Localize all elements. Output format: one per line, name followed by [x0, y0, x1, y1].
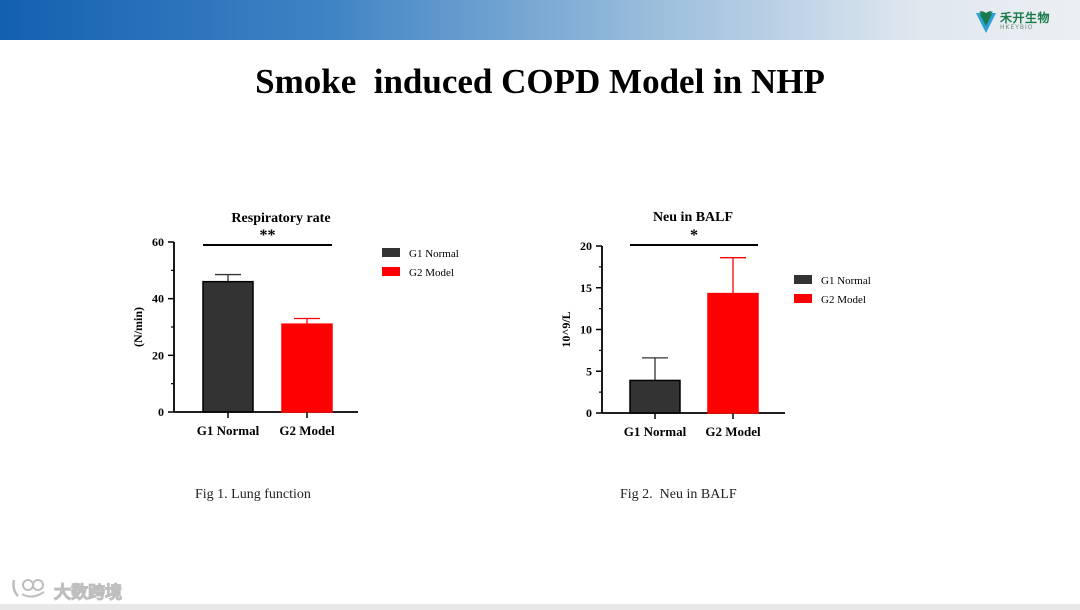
y-tick-label: 10 [580, 323, 592, 337]
watermark: 大数跨境 [10, 576, 150, 604]
significance-label: * [690, 227, 698, 244]
y-tick-label: 0 [158, 405, 164, 419]
bar-1 [202, 280, 254, 413]
chart-respiratory-rate-svg: Respiratory rate 0 20 40 60 (N/min) G1 Normal G… [131, 211, 459, 438]
chart-title: Neu in BALF [653, 210, 733, 225]
y-axis-label: 10^9/L [559, 311, 573, 347]
chart-title: Respiratory rate [231, 211, 330, 226]
company-logo: 禾开生物 HKEYBIO [974, 9, 1054, 35]
logo-text: 禾开生物 [1000, 11, 1051, 25]
watermark-text: 大数跨境 [54, 583, 123, 604]
y-axis-label: (N/min) [131, 307, 145, 347]
legend-swatch-1 [382, 248, 400, 257]
legend-swatch-2 [382, 267, 400, 276]
chart-neu-in-balf: Neu in BALF 0 5 10 15 20 10^9/L G1 Normal G2 Mod… [545, 195, 925, 455]
legend-label-2: G2 Model [409, 267, 454, 279]
bottom-strip [0, 604, 1080, 610]
x-tick-label: G2 Model [279, 423, 335, 438]
bar-2 [707, 292, 759, 414]
x-tick-label: G2 Model [705, 424, 761, 439]
caption-fig2: Fig 2. Neu in BALF [620, 487, 737, 502]
legend-swatch-2 [794, 294, 812, 303]
bar-1 [629, 379, 681, 414]
legend-swatch-1 [794, 275, 812, 284]
watermark-logo-icon [12, 579, 45, 598]
caption-fig1: Fig 1. Lung function [195, 487, 311, 502]
header-bar [0, 0, 1080, 40]
y-tick-label: 60 [152, 235, 164, 249]
slide-title: Smoke induced COPD Model in NHP [255, 62, 825, 101]
y-tick-label: 40 [152, 292, 164, 306]
x-tick-label: G1 Normal [197, 423, 260, 438]
chart-neu-in-balf-svg: Neu in BALF 0 5 10 15 20 10^9/L G1 Normal G2 Mod… [559, 210, 871, 439]
bar-2 [281, 323, 333, 413]
y-tick-label: 20 [580, 239, 592, 253]
logo-subtext: HKEYBIO [1000, 24, 1034, 31]
y-tick-label: 20 [152, 348, 164, 362]
legend-label-1: G1 Normal [821, 275, 871, 287]
chart-respiratory-rate: Respiratory rate 0 20 40 60 (N/min) G1 Normal G… [120, 195, 500, 455]
x-tick-label: G1 Normal [624, 424, 687, 439]
legend-label-2: G2 Model [821, 294, 866, 306]
y-tick-label: 15 [580, 281, 592, 295]
y-tick-label: 0 [586, 406, 592, 420]
logo-mark-icon [976, 11, 996, 33]
significance-label: ** [260, 227, 276, 244]
y-tick-label: 5 [586, 364, 592, 378]
legend-label-1: G1 Normal [409, 248, 459, 260]
